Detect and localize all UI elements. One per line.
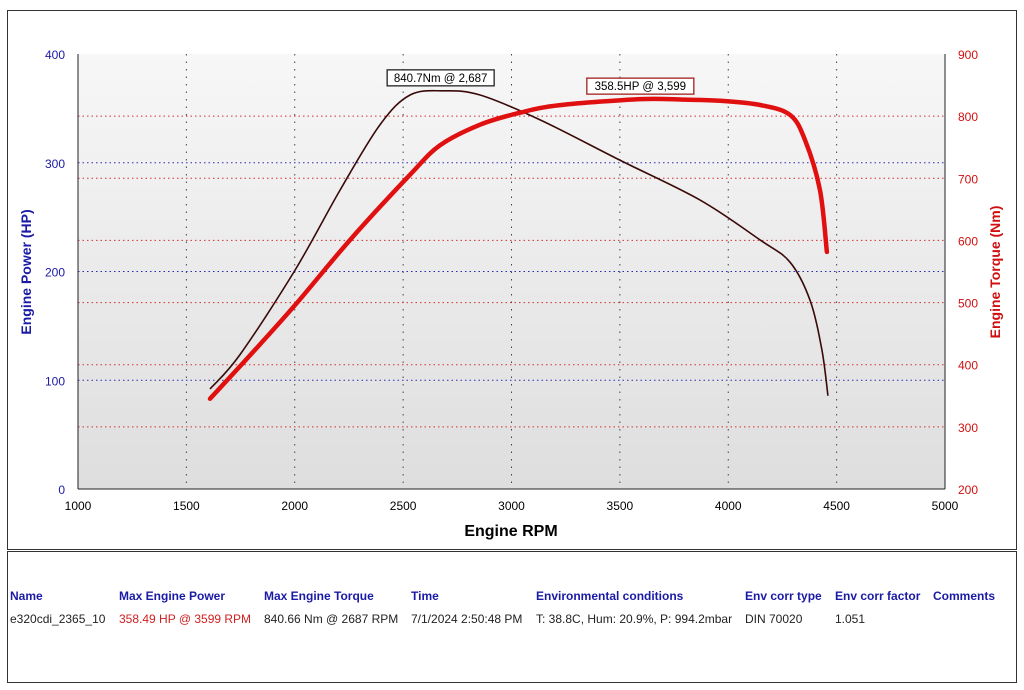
header-env-corr-factor: Env corr factor [835, 589, 921, 603]
cell-env-corr-factor: 1.051 [835, 612, 866, 626]
header-max-torque: Max Engine Torque [264, 589, 374, 603]
cell-max-torque: 840.66 Nm @ 2687 RPM [264, 612, 399, 626]
header-name: Name [10, 589, 43, 603]
x-tick-label: 3000 [498, 499, 525, 513]
results-table: Name Max Engine Power Max Engine Torque … [7, 551, 1017, 683]
dyno-chart: 1000 1500 2000 2500 3000 3500 4000 4500 5000 0 100… [18, 48, 1003, 540]
right-axis-label: Engine Torque (Nm) [987, 206, 1003, 339]
annotation-box [586, 77, 695, 95]
right-tick-label: 400 [958, 359, 978, 373]
annotation-box [386, 69, 495, 87]
cell-env-corr-type: DIN 70020 [745, 612, 803, 626]
header-max-power: Max Engine Power [119, 589, 226, 603]
header-comments: Comments [933, 589, 996, 603]
header-env-corr-type: Env corr type [745, 589, 822, 603]
cell-max-power: 358.49 HP @ 3599 RPM [119, 612, 252, 626]
right-tick-label: 900 [958, 48, 978, 62]
torque-curve [209, 89, 829, 396]
x-tick-label: 5000 [932, 499, 959, 513]
x-tick-label: 1500 [173, 499, 200, 513]
left-tick-label: 300 [45, 157, 65, 171]
right-tick-label: 600 [958, 234, 978, 248]
right-tick-label: 200 [958, 483, 978, 497]
x-tick-label: 4500 [823, 499, 850, 513]
right-tick-label: 500 [958, 297, 978, 311]
cell-name: e320cdi_2365_10 [10, 612, 106, 626]
header-env-conditions: Environmental conditions [536, 589, 684, 603]
right-tick-label: 300 [958, 421, 978, 435]
right-tick-label: 700 [958, 172, 978, 186]
annotation-label: 840.7Nm @ 2,687 [394, 73, 488, 85]
cell-time: 7/1/2024 2:50:48 PM [411, 612, 523, 626]
x-tick-label: 2000 [281, 499, 308, 513]
x-tick-label: 3500 [607, 499, 634, 513]
left-tick-label: 400 [45, 48, 65, 62]
x-tick-label: 1000 [65, 499, 92, 513]
left-tick-label: 0 [58, 483, 65, 497]
x-axis-label: Engine RPM [464, 523, 557, 540]
chart-frame [7, 10, 1017, 550]
right-tick-label: 800 [958, 110, 978, 124]
left-tick-label: 200 [45, 266, 65, 280]
x-tick-label: 4000 [715, 499, 742, 513]
cell-env-conditions: T: 38.8C, Hum: 20.9%, P: 994.2mbar [536, 612, 733, 626]
power-curve [207, 96, 830, 401]
left-tick-label: 100 [45, 374, 65, 388]
header-time: Time [411, 589, 439, 603]
annotation-label: 358.5HP @ 3,599 [595, 81, 686, 93]
left-axis-label: Engine Power (HP) [18, 209, 34, 334]
x-tick-label: 2500 [390, 499, 417, 513]
